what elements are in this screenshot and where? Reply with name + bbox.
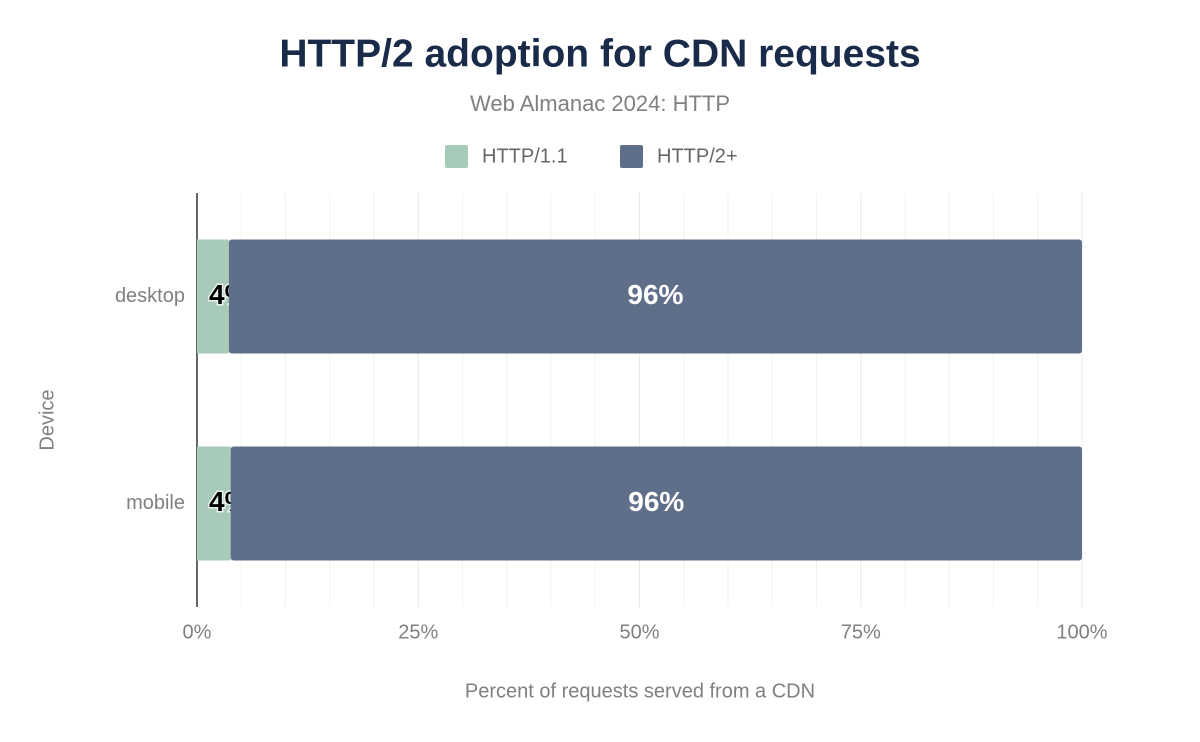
x-tick-label: 50% <box>619 621 659 643</box>
y-tick-label: mobile <box>126 492 185 514</box>
x-tick-label: 75% <box>841 621 881 643</box>
x-axis-title: Percent of requests served from a CDN <box>465 680 815 702</box>
y-tick-label: desktop <box>115 285 185 307</box>
y-axis-title: Device <box>36 389 58 450</box>
legend-swatch <box>445 145 468 168</box>
bar-value-label: 96% <box>628 486 684 517</box>
legend-label: HTTP/2+ <box>657 145 738 167</box>
bar-value-label: 96% <box>627 279 683 310</box>
legend-label: HTTP/1.1 <box>482 145 568 167</box>
legend-swatch <box>620 145 643 168</box>
x-tick-label: 25% <box>398 621 438 643</box>
bar-segment <box>228 239 1083 354</box>
bar-segment <box>197 446 231 561</box>
bar-segment <box>230 446 1082 561</box>
x-tick-label: 0% <box>183 621 212 643</box>
bar-segment <box>197 239 229 354</box>
x-tick-label: 100% <box>1056 621 1107 643</box>
chart-subtitle: Web Almanac 2024: HTTP <box>470 91 730 116</box>
chart-title: HTTP/2 adoption for CDN requests <box>279 32 920 75</box>
